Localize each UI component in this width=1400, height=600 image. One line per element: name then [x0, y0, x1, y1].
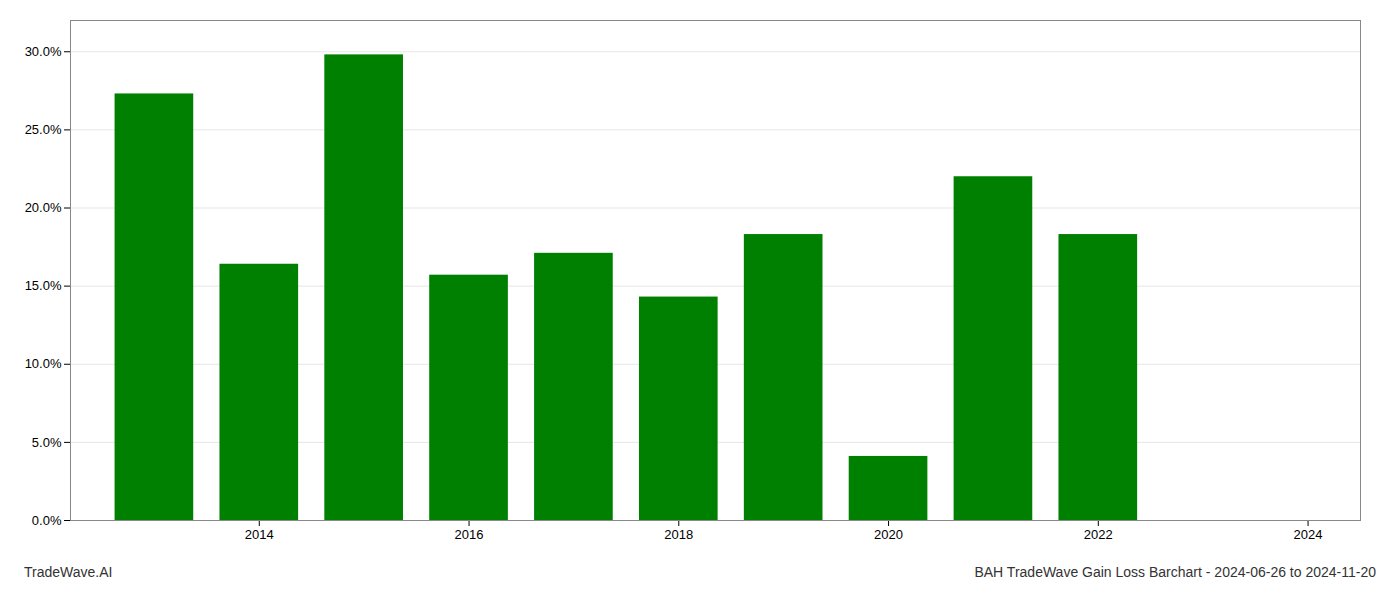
svg-text:15.0%: 15.0%	[25, 278, 62, 293]
svg-text:2022: 2022	[1084, 527, 1113, 542]
html-text:TradeWave.AI: TradeWave.AI	[24, 564, 113, 580]
svg-text:2014: 2014	[245, 527, 274, 542]
svg-text:2024: 2024	[1294, 527, 1323, 542]
svg-text:20.0%: 20.0%	[25, 200, 62, 215]
svg-text:2018: 2018	[664, 527, 693, 542]
svg-text:10.0%: 10.0%	[25, 356, 62, 371]
html-text:BAH TradeWave Gain Loss Barcha: BAH TradeWave Gain Loss Barchart - 2024-…	[974, 564, 1376, 580]
svg-text:25.0%: 25.0%	[25, 122, 62, 137]
svg-text:5.0%: 5.0%	[32, 435, 62, 450]
svg-text:30.0%: 30.0%	[25, 44, 62, 59]
svg-text:2016: 2016	[455, 527, 484, 542]
svg-text:0.0%: 0.0%	[32, 513, 62, 528]
svg-text:2020: 2020	[874, 527, 903, 542]
